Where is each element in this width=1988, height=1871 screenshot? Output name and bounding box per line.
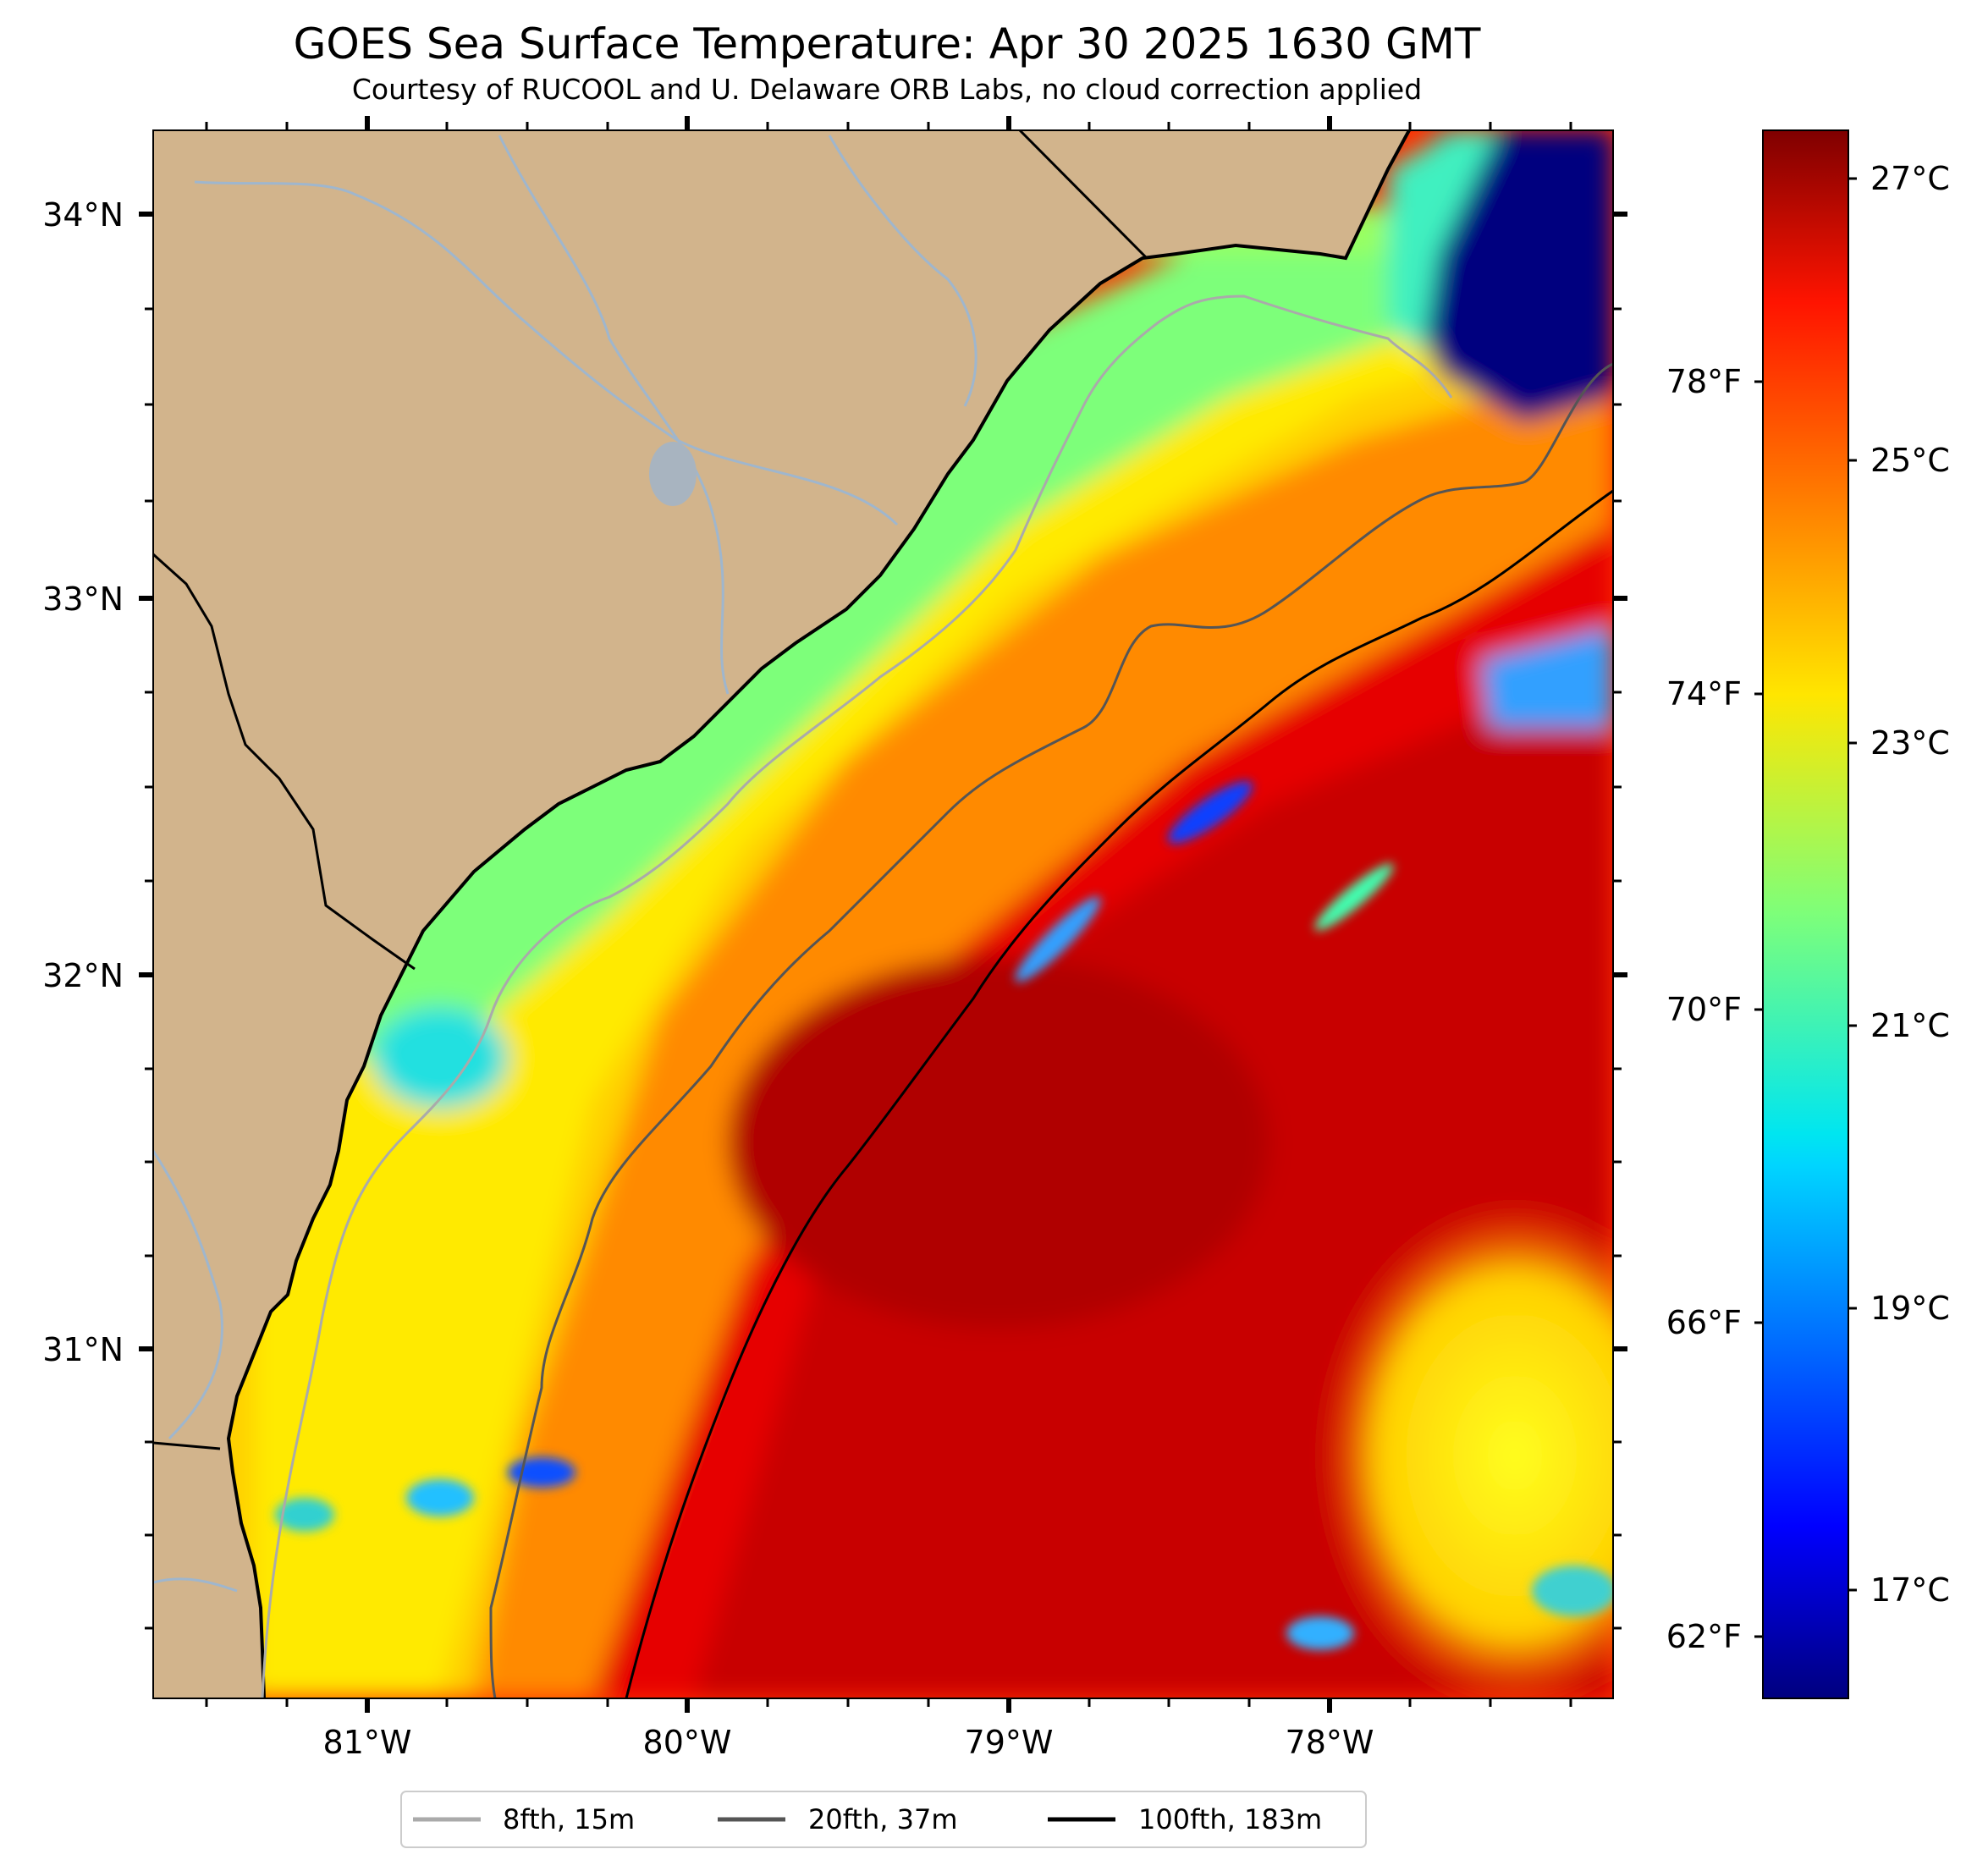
fahrenheit-label: 70°F — [1666, 991, 1742, 1028]
celsius-label: 17°C — [1870, 1571, 1950, 1609]
coastline — [226, 130, 1411, 1698]
contour-100fth — [625, 489, 1613, 1698]
sst-field — [153, 130, 1613, 1698]
axis-ticks — [139, 116, 1627, 1713]
state-borders — [153, 130, 1148, 1450]
map-title: GOES Sea Surface Temperature: Apr 30 202… — [293, 19, 1481, 69]
legend-label-20fth: 20fth, 37m — [808, 1803, 957, 1835]
lon-label: 81°W — [323, 1724, 412, 1761]
colorbar: 78°F 74°F 70°F 66°F 62°F 27°C 25°C 23°C … — [1666, 129, 1950, 1699]
celsius-label: 27°C — [1870, 160, 1950, 197]
contour-legend: 8fth, 15m 20fth, 37m 100fth, 183m — [400, 1791, 1367, 1848]
lat-label: 32°N — [42, 957, 124, 994]
lat-label: 33°N — [42, 581, 124, 618]
colorbar-gradient — [1762, 129, 1849, 1699]
legend-label-8fth: 8fth, 15m — [503, 1803, 635, 1835]
lon-label: 80°W — [643, 1724, 732, 1761]
celsius-label: 19°C — [1870, 1290, 1950, 1327]
fahrenheit-label: 78°F — [1666, 363, 1742, 400]
legend-label-100fth: 100fth, 183m — [1138, 1803, 1322, 1835]
contour-8fth — [261, 294, 1453, 1698]
fahrenheit-label: 66°F — [1666, 1304, 1742, 1341]
celsius-label: 23°C — [1870, 724, 1950, 762]
lon-label: 78°W — [1286, 1724, 1374, 1761]
land-mass — [153, 130, 1409, 1698]
contour-20fth — [489, 362, 1613, 1698]
fahrenheit-label: 74°F — [1666, 675, 1742, 713]
lat-label: 31°N — [42, 1331, 124, 1368]
map-subtitle: Courtesy of RUCOOL and U. Delaware ORB L… — [351, 73, 1423, 106]
map-panel — [153, 130, 1613, 1698]
lon-label: 79°W — [965, 1724, 1054, 1761]
map-frame — [152, 129, 1614, 1699]
rivers — [153, 135, 977, 1593]
lat-label: 34°N — [42, 196, 124, 234]
celsius-label: 21°C — [1870, 1007, 1950, 1044]
celsius-label: 25°C — [1870, 442, 1950, 479]
fahrenheit-label: 62°F — [1666, 1618, 1742, 1655]
legend-box — [400, 1791, 1367, 1848]
